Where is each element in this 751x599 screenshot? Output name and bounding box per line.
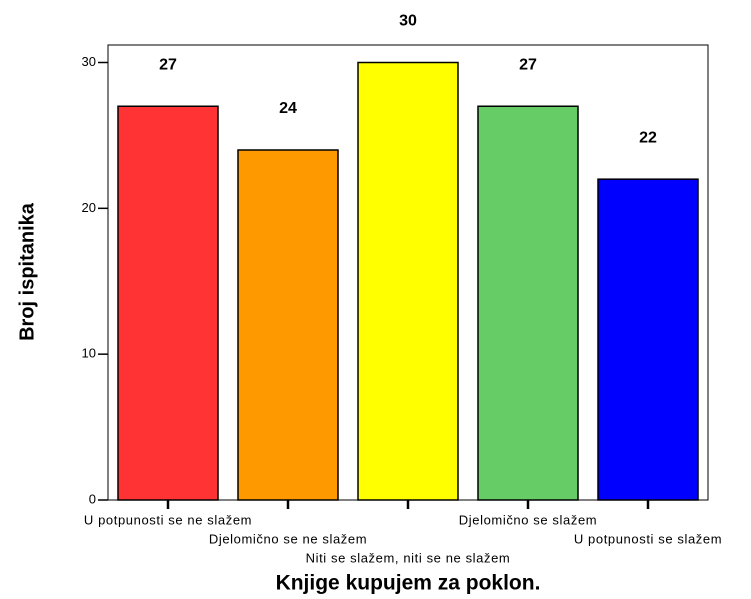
y-axis-label: Broj ispitanika: [16, 202, 38, 341]
bar: [357, 61, 459, 501]
x-tick-label: U potpunosti se ne slažem: [84, 512, 252, 527]
value-label: 24: [279, 100, 297, 117]
value-label: 30: [399, 13, 417, 30]
y-tick-label: 0: [89, 491, 96, 506]
bar: [237, 149, 339, 501]
bar: [117, 105, 219, 501]
bar: [597, 178, 699, 501]
y-tick-label: 10: [82, 346, 96, 361]
value-label: 22: [639, 129, 657, 146]
value-label: 27: [519, 56, 537, 73]
y-tick-label: 30: [82, 54, 96, 69]
x-tick-label: Niti se slažem, niti se ne slažem: [306, 550, 511, 565]
x-tick-label: Djelomično se ne slažem: [209, 531, 367, 546]
x-tick-label: Djelomično se slažem: [459, 512, 597, 527]
value-label: 27: [159, 56, 177, 73]
bar: [477, 105, 579, 501]
x-tick-label: U potpunosti se slažem: [574, 531, 722, 546]
y-tick-label: 20: [82, 200, 96, 215]
x-axis-label: Knjige kupujem za poklon.: [276, 572, 541, 595]
